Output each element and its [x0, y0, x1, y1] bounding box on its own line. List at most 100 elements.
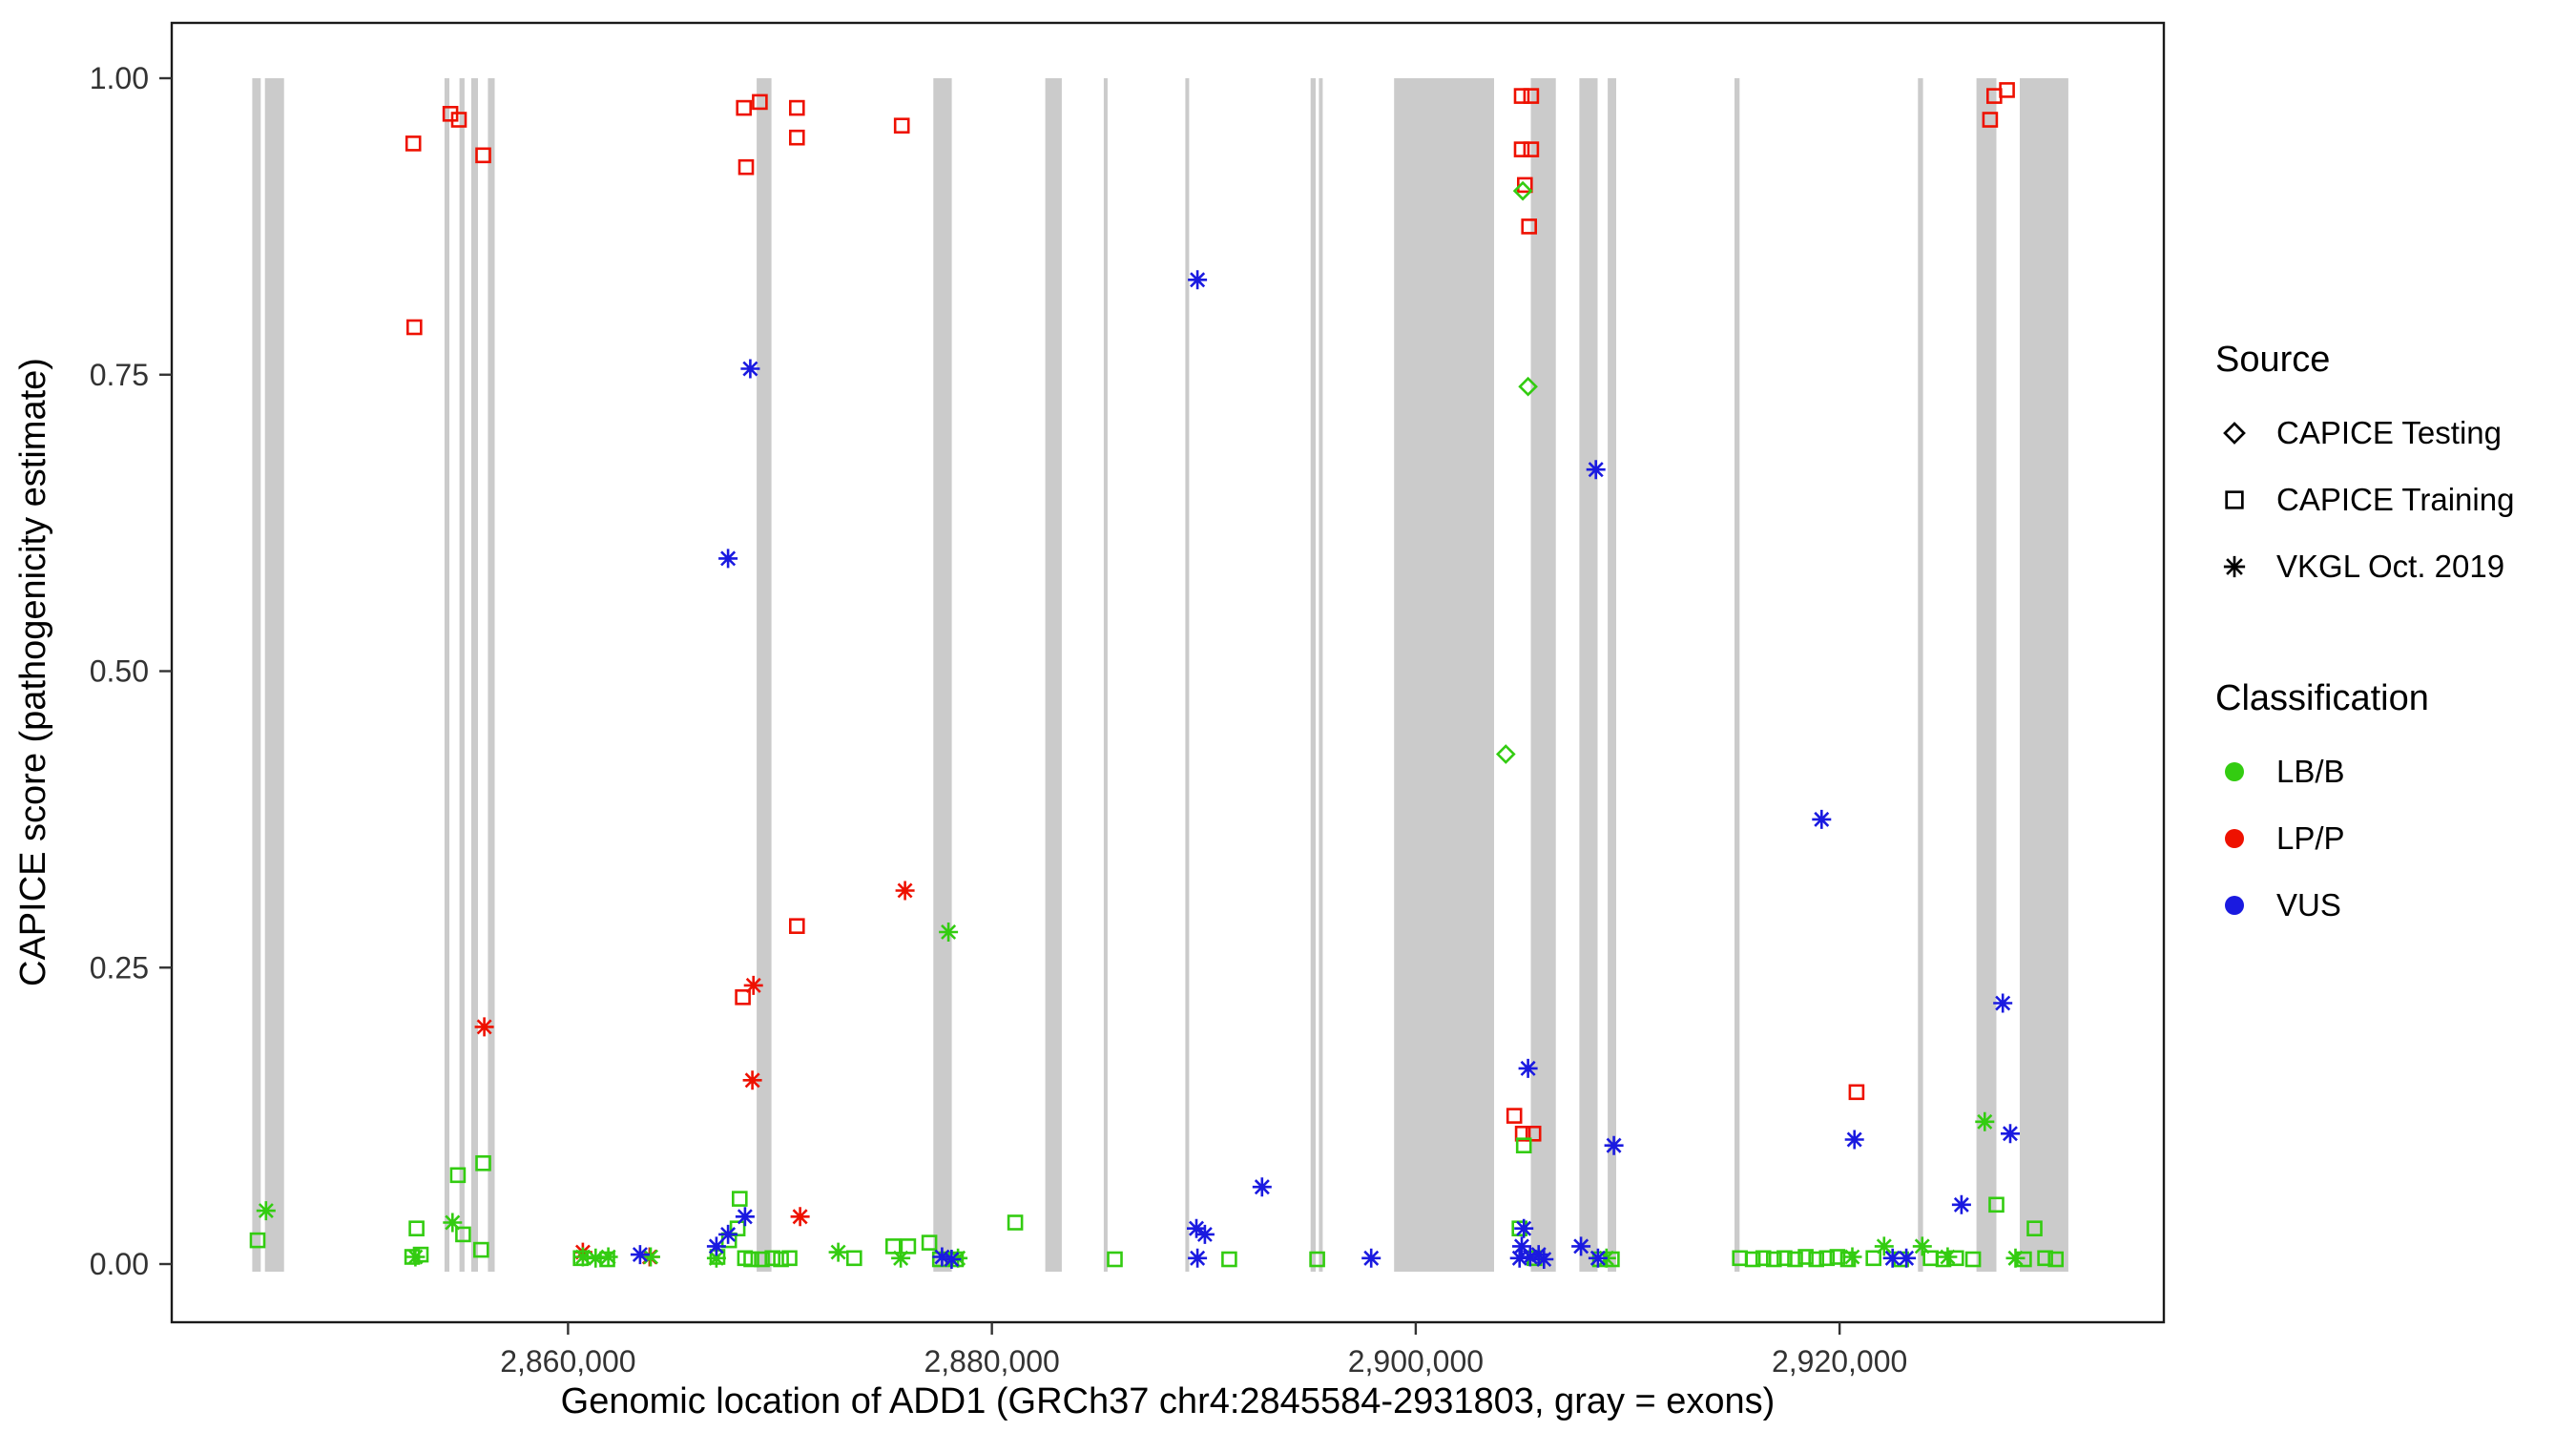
x-axis-tick-label: 2,880,000 — [924, 1344, 1059, 1379]
data-point-square — [788, 99, 805, 116]
data-point-asterisk — [1993, 993, 2013, 1013]
red-dot-icon — [2225, 829, 2244, 848]
data-point-asterisk — [1586, 460, 1606, 480]
data-point-square — [2037, 1250, 2053, 1267]
data-point-asterisk — [1812, 809, 1832, 829]
data-point-square — [735, 989, 751, 1006]
data-point-asterisk — [1195, 1224, 1215, 1244]
x-axis-tick-label: 2,920,000 — [1772, 1344, 1907, 1379]
data-point-square — [752, 93, 768, 111]
data-point-square — [1808, 1251, 1824, 1268]
data-point-asterisk — [1588, 1248, 1608, 1268]
data-point-asterisk — [586, 1248, 606, 1268]
data-point-square — [455, 1226, 471, 1243]
data-point-asterisk — [1361, 1248, 1381, 1268]
exon-band — [1394, 78, 1494, 1272]
exon-band — [757, 78, 772, 1272]
legend-item-lbb: LB/B — [2215, 738, 2514, 805]
legend-item-label: LB/B — [2276, 754, 2345, 789]
data-point-square — [1007, 1214, 1024, 1231]
data-point-square — [736, 99, 753, 116]
legend-item-label: LP/P — [2276, 820, 2345, 856]
data-point-square — [731, 1191, 748, 1207]
data-point-square — [737, 158, 755, 176]
data-point-square — [1999, 82, 2015, 98]
diamond-icon — [2223, 422, 2246, 445]
data-point-asterisk — [1534, 1250, 1554, 1269]
legend-item-vus: VUS — [2215, 872, 2514, 939]
data-point-square — [405, 135, 422, 152]
data-point-square — [781, 1250, 798, 1267]
data-point-square — [788, 129, 805, 146]
data-point-asterisk — [1518, 1058, 1538, 1078]
legend-item-vkgl: VKGL Oct. 2019 — [2215, 533, 2514, 600]
data-point-square — [1221, 1251, 1237, 1268]
data-point-asterisk — [939, 923, 959, 942]
data-point-square — [921, 1234, 938, 1251]
exon-band — [470, 78, 478, 1272]
y-axis-tick-label: 0.50 — [90, 654, 149, 689]
data-point-square — [1525, 1126, 1542, 1142]
data-point-square — [2026, 1220, 2043, 1236]
legend-item-label: CAPICE Training — [2276, 482, 2515, 517]
x-axis-tick-label: 2,860,000 — [500, 1344, 635, 1379]
data-point-square — [743, 1251, 759, 1268]
data-point-square — [472, 1241, 489, 1258]
data-point-asterisk — [1951, 1194, 1971, 1214]
square-icon — [2225, 490, 2244, 509]
data-point-asterisk — [1844, 1130, 1864, 1150]
data-point-square — [1818, 1250, 1836, 1267]
legend-item-lpp: LP/P — [2215, 805, 2514, 872]
legend-item-capice-testing: CAPICE Testing — [2215, 400, 2514, 467]
asterisk-icon — [2223, 555, 2246, 578]
data-point-asterisk — [1897, 1248, 1917, 1268]
data-point-square — [1755, 1250, 1772, 1267]
data-point-square — [1787, 1251, 1803, 1268]
data-point-asterisk — [2005, 1248, 2025, 1268]
exon-band — [2020, 78, 2068, 1272]
exon-band — [1045, 78, 1062, 1272]
data-point-asterisk — [718, 1224, 738, 1244]
y-axis-tick-label: 0.75 — [90, 358, 149, 392]
data-point-square — [1513, 88, 1530, 104]
y-axis-title: CAPICE score (pathogenicity estimate) — [13, 358, 53, 987]
data-point-asterisk — [743, 975, 763, 995]
data-point-asterisk — [1842, 1247, 1862, 1267]
data-point-asterisk — [1514, 1218, 1534, 1238]
data-point-square — [1848, 1084, 1865, 1101]
data-point-asterisk — [1975, 1111, 1995, 1131]
data-point-asterisk — [932, 1247, 952, 1267]
exon-band — [1103, 78, 1108, 1272]
data-point-square — [1988, 1196, 2005, 1213]
x-axis-title: Genomic location of ADD1 (GRCh37 chr4:28… — [560, 1381, 1776, 1421]
data-point-square — [1744, 1251, 1761, 1268]
data-point-asterisk — [2001, 1124, 2020, 1144]
x-axis-tick-label: 2,900,000 — [1348, 1344, 1484, 1379]
exon-band — [1579, 78, 1598, 1272]
data-point-square — [1797, 1249, 1814, 1265]
data-point-asterisk — [474, 1017, 494, 1037]
data-point-asterisk — [790, 1207, 810, 1227]
data-point-diamond — [1518, 376, 1538, 397]
data-point-square — [1513, 141, 1530, 157]
data-point-asterisk — [706, 1248, 726, 1268]
exon-band — [1319, 78, 1323, 1272]
data-point-square — [408, 1220, 425, 1236]
data-point-square — [773, 1251, 789, 1268]
data-point-asterisk — [443, 1213, 463, 1233]
exon-band — [1735, 78, 1740, 1272]
y-axis-tick-label: 1.00 — [90, 61, 149, 95]
data-point-asterisk — [742, 1070, 762, 1090]
data-point-asterisk — [1509, 1248, 1529, 1268]
data-point-square — [788, 918, 805, 935]
legend-item-capice-training: CAPICE Training — [2215, 467, 2514, 533]
data-point-square — [450, 112, 467, 128]
data-point-square — [1515, 1137, 1532, 1153]
legend-classification-title: Classification — [2215, 678, 2429, 718]
green-dot-icon — [2225, 762, 2244, 781]
data-point-square — [1922, 1250, 1939, 1267]
exon-band — [1976, 78, 1997, 1272]
data-point-asterisk — [1252, 1177, 1272, 1197]
